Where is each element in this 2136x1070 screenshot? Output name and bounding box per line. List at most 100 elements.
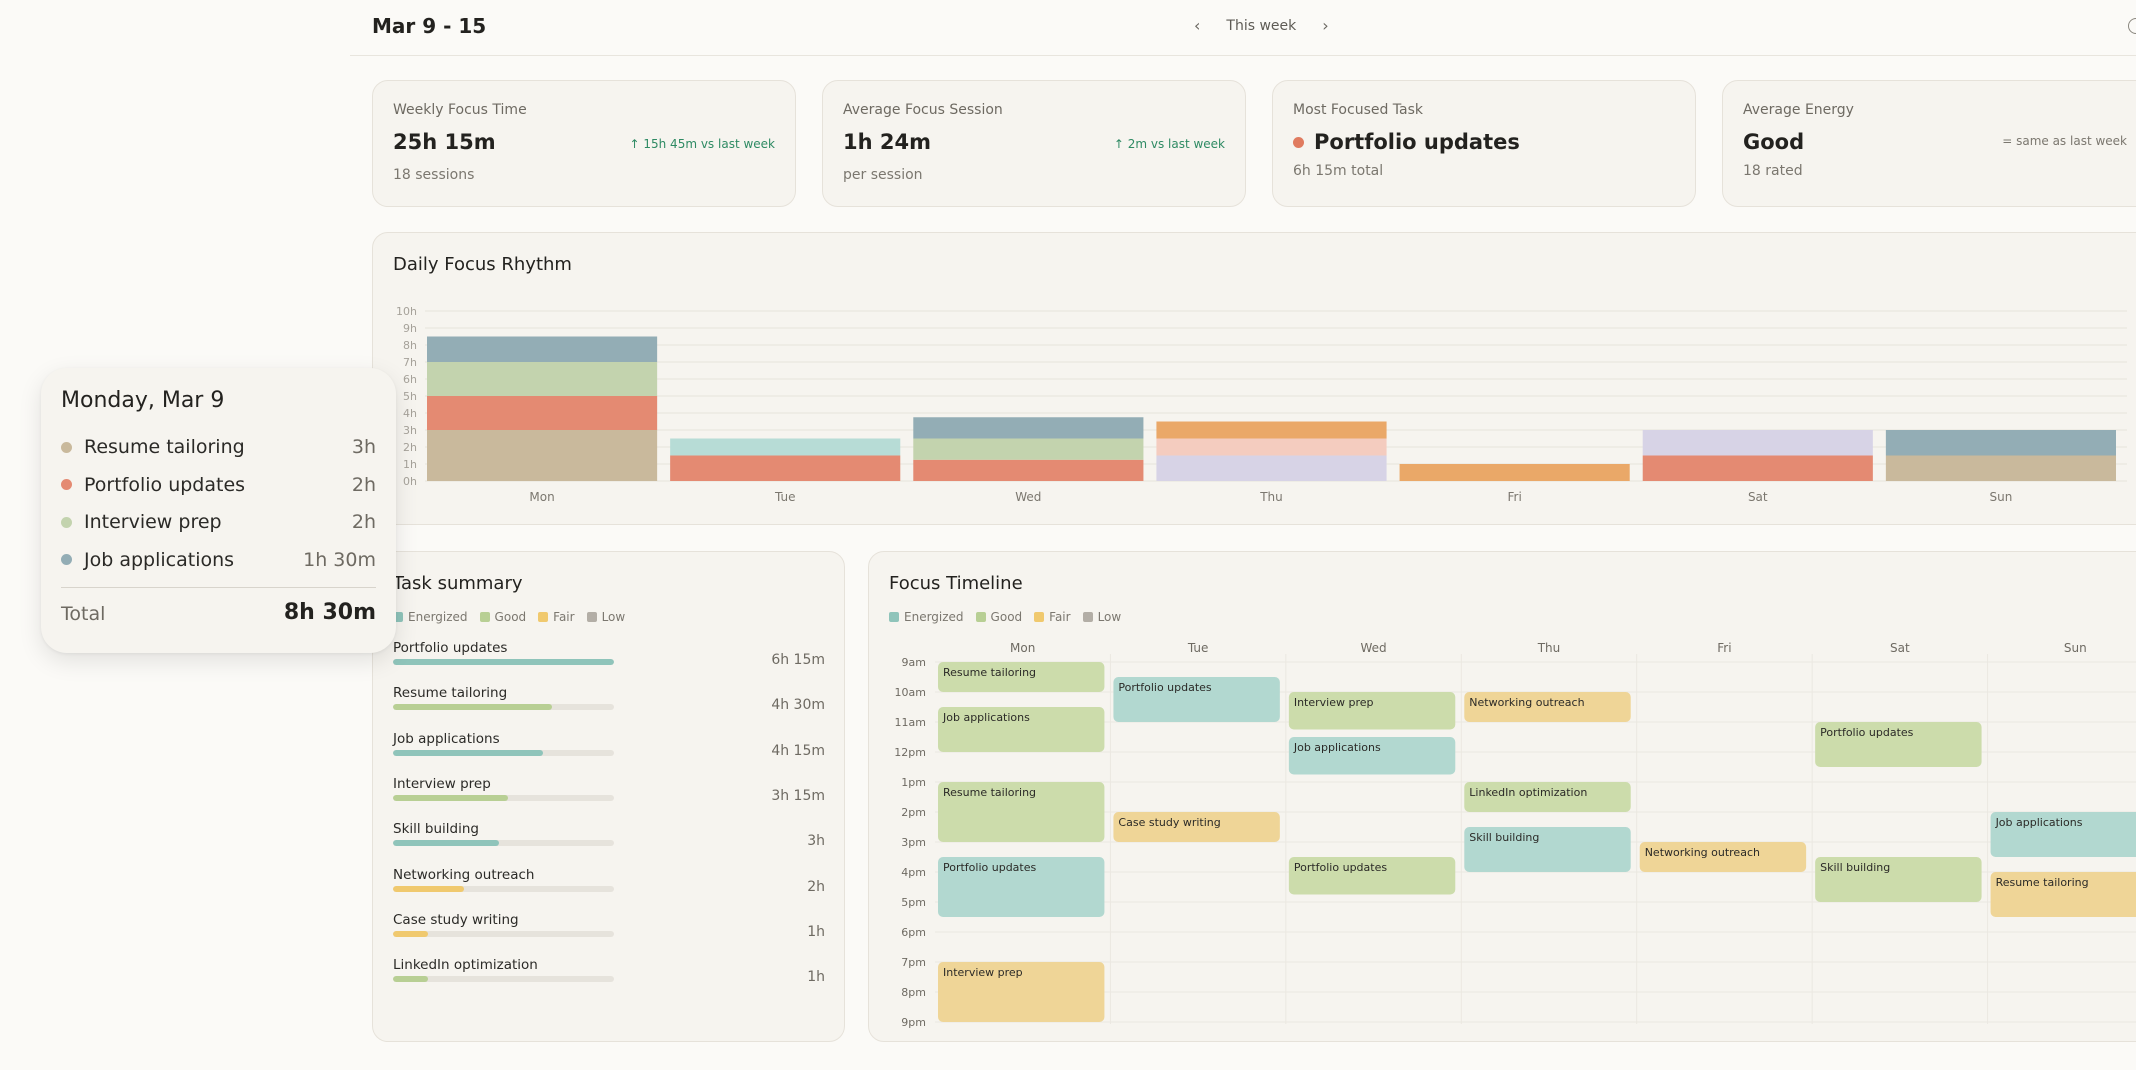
focus-session-block[interactable] (938, 662, 1105, 692)
timeline-hour-label: 10am (895, 686, 926, 699)
y-tick-label: 8h (403, 339, 417, 352)
tooltip-item-value: 3h (351, 436, 376, 458)
focus-session-block[interactable] (1990, 872, 2136, 917)
tooltip-total-label: Total (61, 603, 106, 625)
legend-label: Low (601, 610, 626, 624)
focus-session-label: Portfolio updates (943, 861, 1037, 874)
focus-session-block[interactable] (1113, 812, 1280, 842)
task-duration: 4h 30m (771, 697, 825, 714)
bar-segment[interactable] (427, 430, 658, 481)
chevron-right-icon[interactable]: › (1322, 16, 1329, 35)
legend-swatch (586, 612, 597, 622)
focus-session-block[interactable] (1990, 812, 2136, 857)
focus-session-block[interactable] (938, 782, 1105, 842)
timeline-hour-label: 11am (895, 716, 926, 729)
bar-segment[interactable] (1642, 455, 1873, 482)
task-row[interactable]: Job applications 4h 15m (393, 731, 825, 776)
x-tick-label: Fri (1507, 490, 1521, 504)
focus-session-block[interactable] (938, 707, 1105, 752)
stat-sub: 6h 15m total (1293, 163, 1384, 179)
bar-segment[interactable] (1642, 430, 1873, 456)
bar-segment[interactable] (1156, 455, 1387, 482)
focus-session-block[interactable] (938, 962, 1105, 1022)
week-label[interactable]: This week (1226, 17, 1297, 34)
timeline-hour-label: 7pm (901, 956, 926, 969)
focus-timeline-panel: Mon Tue Wed Thu Fri Sat Sun 9am 10am 11am 12pm 1pm 2… (868, 551, 2136, 1042)
timeline-day-label: Sat (1890, 641, 1910, 655)
focus-session-block[interactable] (1288, 857, 1456, 895)
bar-segment[interactable] (1885, 455, 2116, 482)
focus-session-block[interactable] (1815, 857, 1982, 902)
bar-segment[interactable] (427, 396, 658, 430)
bar-segment[interactable] (1885, 430, 2116, 456)
bar-segment[interactable] (670, 438, 901, 456)
focus-session-block[interactable] (1464, 827, 1631, 872)
focus-session-block[interactable] (1639, 842, 1807, 872)
task-row[interactable]: Portfolio updates 6h 15m (393, 640, 825, 685)
focus-session-block[interactable] (1464, 782, 1631, 812)
tooltip-item-name: Resume tailoring (84, 436, 245, 458)
task-duration: 1h (807, 969, 825, 986)
tooltip-item: Interview prep 2h (61, 509, 376, 535)
daily-focus-rhythm-chart: 0h 1h 2h 3h 4h 5h 6h 7h 8h 9h 10h Mon Tue Wed Thu Fri Sa… (396, 305, 2127, 504)
task-duration: 3h 15m (771, 787, 825, 804)
focus-session-label: Interview prep (943, 966, 1023, 979)
stat-card-average-session: Average Focus Session 1h 24m per session… (822, 80, 1246, 207)
task-row[interactable]: Interview prep 3h 15m (393, 776, 825, 821)
bar-segment[interactable] (1156, 421, 1387, 439)
bar-segment[interactable] (427, 362, 658, 396)
legend-item: Fair (538, 610, 575, 624)
task-name: Interview prep (393, 775, 491, 792)
focus-session-block[interactable] (1113, 677, 1280, 722)
stat-card-weekly-focus: Weekly Focus Time 25h 15m 18 sessions ↑ … (372, 80, 796, 207)
bar-segment[interactable] (427, 336, 658, 363)
tooltip-item: Portfolio updates 2h (61, 472, 376, 498)
chevron-left-icon[interactable]: ‹ (1194, 16, 1201, 35)
legend-item: Energized (393, 610, 468, 624)
task-row[interactable]: Resume tailoring 4h 30m (393, 685, 825, 730)
bar-segment[interactable] (670, 455, 901, 482)
legend-swatch (889, 612, 899, 622)
energy-legend: Energized Good Fair Low (889, 610, 1121, 624)
color-dot-icon (61, 441, 72, 453)
task-row[interactable]: Networking outreach 2h (393, 867, 825, 912)
legend-item: Low (586, 610, 626, 624)
bar-segment[interactable] (1156, 438, 1387, 456)
task-color-dot-icon (1293, 136, 1304, 148)
bar-segment[interactable] (1399, 464, 1630, 481)
focus-session-label: Skill building (1469, 831, 1539, 844)
task-row[interactable]: Case study writing 1h (393, 912, 825, 957)
focus-session-block[interactable] (1288, 692, 1456, 730)
focus-session-block[interactable] (938, 857, 1105, 917)
y-tick-label: 4h (403, 407, 417, 420)
task-row[interactable]: Skill building 3h (393, 821, 825, 866)
tooltip-total-value: 8h 30m (283, 600, 376, 625)
task-duration: 2h (807, 878, 825, 895)
legend-swatch (1082, 612, 1093, 622)
legend-label: Low (1097, 610, 1122, 624)
focus-session-block[interactable] (1288, 737, 1456, 775)
timeline-hour-label: 4pm (901, 866, 926, 879)
y-tick-label: 10h (396, 305, 417, 318)
task-progress-track (393, 659, 614, 665)
task-row[interactable]: LinkedIn optimization 1h (393, 957, 825, 1002)
stat-value: Portfolio updates (1293, 130, 1520, 154)
tooltip-item-name: Job applications (84, 548, 235, 571)
stat-delta: ↑ 15h 45m vs last week (629, 137, 776, 151)
bar-segment[interactable] (913, 459, 1144, 481)
focus-session-block[interactable] (1464, 692, 1631, 722)
focus-session-block[interactable] (1815, 722, 1982, 767)
bar-segment[interactable] (913, 417, 1144, 439)
task-duration: 4h 15m (771, 742, 825, 759)
y-tick-label: 3h (403, 424, 417, 437)
bar-segment[interactable] (913, 438, 1144, 460)
timeline-hour-label: 1pm (901, 776, 926, 789)
settings-icon[interactable] (2128, 18, 2136, 34)
stat-label: Weekly Focus Time (393, 102, 527, 118)
energy-legend: Energized Good Fair Low (393, 610, 625, 624)
task-name: Networking outreach (393, 866, 535, 883)
legend-label: Good (494, 610, 527, 624)
legend-label: Energized (408, 610, 468, 624)
task-progress-fill (393, 885, 464, 892)
focus-session-label: Interview prep (1294, 696, 1374, 709)
